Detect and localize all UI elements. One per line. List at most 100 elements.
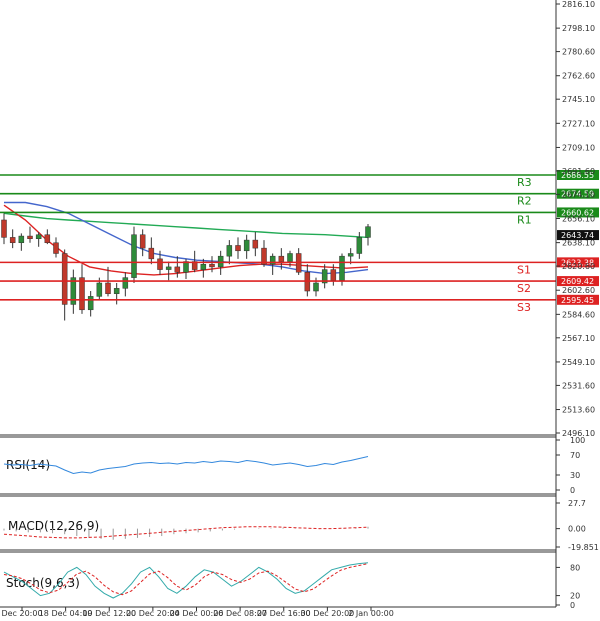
pivot-value-box — [557, 207, 599, 218]
price-panel: R3 2688.55 R2 2674.59 R1 2660.62 S1 2623.38 S2 26… — [0, 0, 599, 438]
candle-body — [183, 261, 189, 273]
macd-tick-label: 27.7 — [568, 499, 586, 508]
candle-body — [105, 282, 111, 294]
candle-body — [70, 277, 77, 305]
price-tick-label: 2709.10 — [562, 143, 595, 152]
macd-signal-line — [3, 526, 369, 539]
current-price-label: 2643.74 — [561, 231, 594, 240]
stoch-tick-label: 80 — [570, 563, 580, 572]
candle-body — [113, 288, 120, 294]
candle-body — [96, 282, 103, 297]
price-tick-label: 2549.10 — [562, 358, 595, 367]
time-tick-label: 27 Dec 16:00 — [257, 609, 311, 618]
rsi-tick-label: 0 — [570, 486, 575, 495]
time-tick-label: 18 Dec 04:00 — [39, 609, 93, 618]
price-tick-label: 2798.10 — [562, 24, 595, 33]
pivot-value-box — [557, 294, 599, 305]
current-price-box — [557, 230, 599, 241]
macd-tick-label: -19.851 — [568, 543, 599, 552]
time-tick-label: 19 Dec 12:00 — [82, 609, 136, 618]
pivot-value-label: 2609.42 — [561, 277, 594, 286]
price-tick-label: 2674.10 — [562, 190, 595, 199]
pivot-value-label: 2674.59 — [561, 190, 594, 199]
candle-body — [321, 269, 328, 284]
time-tick-label: 20 Dec 20:00 — [126, 609, 180, 618]
candle-body — [165, 266, 172, 270]
candle-body — [35, 234, 42, 239]
candle-body — [157, 258, 163, 270]
candle-body — [365, 226, 371, 238]
time-tick-label: 2 Jan 00:00 — [348, 609, 394, 618]
rsi-tick-label: 100 — [570, 436, 585, 445]
candle-body — [226, 245, 233, 257]
candle-body — [61, 253, 68, 305]
pivot-label-r2: R2 — [517, 195, 532, 208]
candle-body — [87, 296, 94, 311]
pivot-value-label: 2688.55 — [561, 171, 594, 180]
price-tick-label: 2762.60 — [562, 72, 595, 81]
candle-body — [235, 245, 241, 252]
candle-body — [53, 242, 59, 254]
price-tick-label: 2602.60 — [562, 286, 595, 295]
candle-body — [217, 255, 224, 268]
candle-body — [287, 253, 293, 262]
time-tick-label: 30 Dec 20:00 — [300, 609, 354, 618]
candle-body — [209, 263, 215, 268]
price-tick-label: 2620.60 — [562, 262, 595, 271]
candle-body — [243, 239, 250, 252]
macd-tick-label: 0.00 — [568, 525, 586, 534]
pivot-levels: R3 2688.55 R2 2674.59 R1 2660.62 S1 2623.38 S2 26… — [0, 169, 599, 314]
candle-body — [339, 255, 345, 281]
price-tick-label: 2691.60 — [562, 167, 595, 176]
price-tick-label: 2780.60 — [562, 48, 595, 57]
stoch-tick-label: 0 — [570, 601, 575, 610]
candle-body — [44, 234, 51, 244]
pivot-label-s2: S2 — [517, 282, 531, 295]
time-tick-label: 26 Dec 08:00 — [213, 609, 267, 618]
rsi-line — [3, 456, 369, 475]
pivot-label-r1: R1 — [517, 213, 532, 226]
pivot-value-label: 2595.45 — [561, 296, 594, 305]
price-tick-label: 2584.60 — [562, 310, 595, 319]
price-tick-label: 2816.10 — [562, 0, 595, 9]
stoch-panel: Stoch(9,6,3) 80 200 — [3, 562, 580, 610]
time-tick-label: Dec 20:00 — [1, 609, 42, 618]
price-tick-label: 2656.10 — [562, 215, 595, 224]
macd-panel: MACD(12,26,9) 27.7 0.00 -19.851 — [3, 499, 599, 552]
candle-body — [1, 219, 7, 238]
candle-body — [148, 247, 155, 260]
macd-title: MACD(12,26,9) — [8, 519, 99, 533]
candle-body — [9, 237, 16, 244]
pivot-label-s3: S3 — [517, 301, 531, 314]
pivot-value-box — [557, 257, 599, 268]
price-tick-label: 2745.10 — [562, 95, 595, 104]
candle-body — [278, 255, 285, 262]
candle-body — [27, 235, 33, 239]
pivot-label-s1: S1 — [517, 263, 531, 276]
pivot-value-box — [557, 276, 599, 287]
price-tick-label: 2513.60 — [562, 406, 595, 415]
candle-body — [269, 255, 276, 265]
candle-body — [122, 277, 129, 289]
candle-body — [356, 237, 363, 254]
pivot-value-label: 2623.38 — [561, 258, 594, 267]
candle-body — [313, 282, 319, 292]
rsi-tick-label: 30 — [570, 471, 580, 480]
pivot-value-label: 2660.62 — [561, 208, 594, 217]
candle-body — [252, 239, 259, 249]
price-tick-label: 2531.60 — [562, 381, 595, 390]
stoch-title: Stoch(9,6,3) — [6, 576, 80, 590]
candle-body — [200, 263, 207, 270]
candle-body — [79, 277, 85, 311]
stoch-d-line — [3, 563, 369, 596]
candle-body — [261, 247, 267, 265]
pivot-value-box — [557, 188, 599, 199]
price-tick-label: 2567.10 — [562, 334, 595, 343]
rsi-tick-label: 70 — [570, 451, 580, 460]
price-tick-label: 2638.10 — [562, 239, 595, 248]
time-tick-label: 24 Dec 00:00 — [170, 609, 224, 618]
